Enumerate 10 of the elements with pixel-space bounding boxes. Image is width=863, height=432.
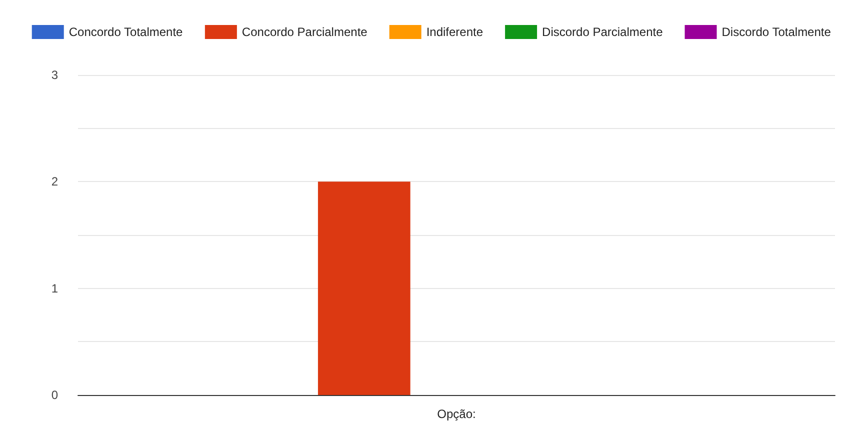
legend-label: Concordo Parcialmente bbox=[242, 25, 368, 39]
y-tick-label: 3 bbox=[51, 68, 58, 82]
y-tick-label: 1 bbox=[51, 281, 58, 296]
legend-label: Discordo Totalmente bbox=[722, 25, 832, 39]
legend-label: Discordo Parcialmente bbox=[542, 25, 664, 39]
legend-label: Indiferente bbox=[426, 25, 484, 39]
y-tick-label: 2 bbox=[51, 174, 58, 189]
y-tick-label: 0 bbox=[51, 388, 58, 402]
legend-label: Concordo Totalmente bbox=[68, 25, 184, 39]
x-axis-title: Opção: bbox=[437, 406, 476, 421]
